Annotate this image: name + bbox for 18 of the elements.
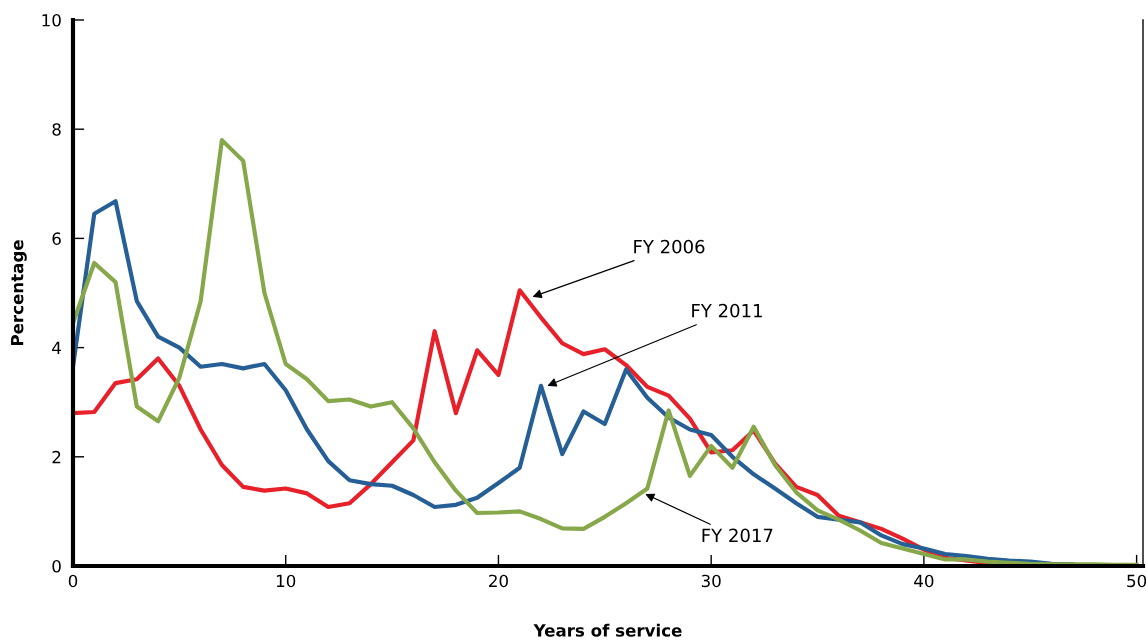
y-tick-label: 6 [52,232,61,245]
x-axis-title: Years of service [533,623,682,637]
y-axis-title: Percentage [11,240,27,346]
annotation: FY 2011 [692,303,762,318]
line-series [73,138,1139,566]
x-tick-label: 30 [701,574,721,588]
x-tick-label: 40 [914,574,934,588]
annotation: FY 2017 [702,528,773,543]
annotation: FY 2006 [634,239,705,254]
x-tick-label: 10 [276,574,296,588]
y-tick-label: 8 [52,123,61,136]
y-tick-label: 0 [52,559,61,573]
y-tick-label: 4 [52,341,61,354]
x-tick-label: 0 [68,574,78,588]
y-tick-label: 10 [42,13,61,27]
y-tick-label: 2 [52,450,61,464]
x-tick-label: 50 [1127,574,1146,588]
x-tick-label: 20 [489,574,508,588]
